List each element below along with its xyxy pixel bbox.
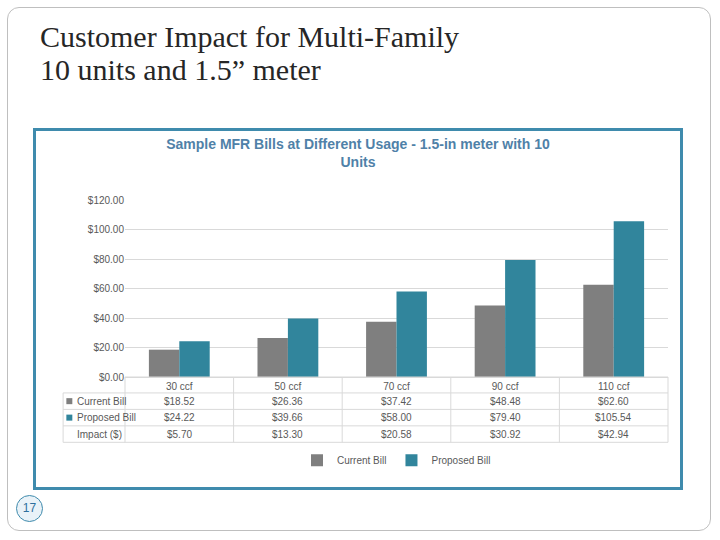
svg-text:$13.30: $13.30 xyxy=(272,429,303,440)
svg-text:$100.00: $100.00 xyxy=(88,224,125,235)
svg-text:$37.42: $37.42 xyxy=(381,396,412,407)
svg-text:$60.00: $60.00 xyxy=(93,283,124,294)
svg-text:$24.22: $24.22 xyxy=(164,412,195,423)
html-text:17: 17 xyxy=(22,501,37,515)
svg-text:$42.94: $42.94 xyxy=(598,429,629,440)
svg-text:Proposed Bill: Proposed Bill xyxy=(77,412,136,423)
svg-text:Proposed Bill: Proposed Bill xyxy=(431,455,490,466)
svg-text:Current Bill: Current Bill xyxy=(77,396,126,407)
svg-text:$58.00: $58.00 xyxy=(381,412,412,423)
svg-text:Current Bill: Current Bill xyxy=(337,455,386,466)
svg-text:30 ccf: 30 ccf xyxy=(166,381,193,392)
svg-text:110 ccf: 110 ccf xyxy=(598,381,630,392)
svg-text:$0.00: $0.00 xyxy=(99,372,124,383)
svg-text:$48.48: $48.48 xyxy=(490,396,521,407)
svg-text:$18.52: $18.52 xyxy=(164,396,195,407)
html-text:Customer Impact for Multi-Fami: Customer Impact for Multi-Family 10 unit… xyxy=(40,20,460,86)
svg-text:$62.60: $62.60 xyxy=(598,396,629,407)
svg-text:$20.00: $20.00 xyxy=(93,342,124,353)
svg-text:$30.92: $30.92 xyxy=(490,429,521,440)
svg-text:70 ccf: 70 ccf xyxy=(383,381,410,392)
svg-text:$39.66: $39.66 xyxy=(272,412,303,423)
svg-text:90 ccf: 90 ccf xyxy=(492,381,519,392)
svg-text:$79.40: $79.40 xyxy=(490,412,521,423)
svg-text:$26.36: $26.36 xyxy=(272,396,303,407)
svg-text:Impact ($): Impact ($) xyxy=(77,429,122,440)
svg-text:Sample MFR Bills at Different: Sample MFR Bills at Different Usage - 1.… xyxy=(166,136,550,170)
svg-text:50 ccf: 50 ccf xyxy=(275,381,302,392)
svg-text:$80.00: $80.00 xyxy=(93,254,124,265)
svg-text:$105.54: $105.54 xyxy=(595,412,632,423)
svg-text:$20.58: $20.58 xyxy=(381,429,412,440)
svg-text:$120.00: $120.00 xyxy=(88,195,125,206)
svg-text:$40.00: $40.00 xyxy=(93,313,124,324)
svg-text:$5.70: $5.70 xyxy=(167,429,192,440)
